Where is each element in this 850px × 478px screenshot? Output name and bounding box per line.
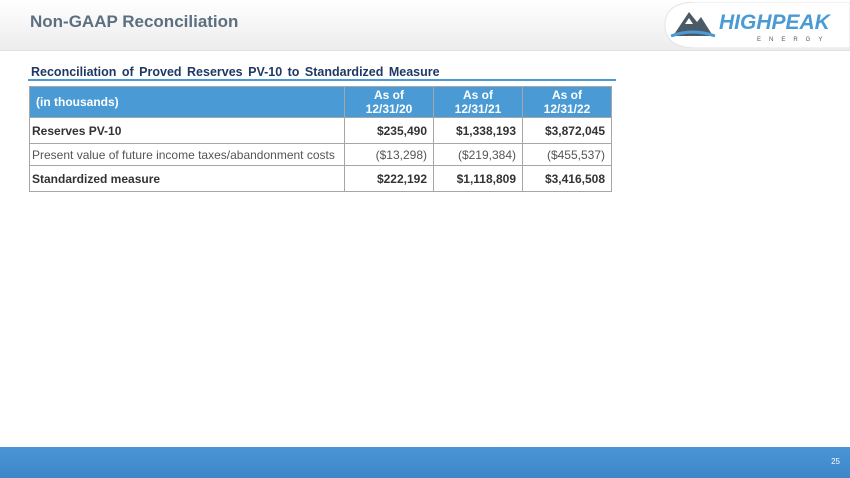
row: Standardized measure $222,192 $1,118,809 $3… xyxy=(29,165,612,192)
footer-bar: 25 xyxy=(0,447,850,478)
label-cell: Present value of future income taxes/aba… xyxy=(29,143,345,166)
value-cell: $1,118,809 xyxy=(433,165,523,192)
header-line: 12/31/22 xyxy=(543,102,591,116)
header-line: As of xyxy=(463,88,493,102)
page-title: Non-GAAP Reconciliation xyxy=(30,12,239,31)
header-row: (in thousands) As of 12/31/20 As of 12/31/21… xyxy=(29,86,612,118)
logo-name: HIGHPEAK xyxy=(719,11,832,34)
header-cell: (in thousands) xyxy=(29,86,345,118)
logo: HIGHPEAK ENERGY xyxy=(664,2,850,48)
label-cell: Standardized measure xyxy=(29,165,345,192)
header-cell: As of 12/31/20 xyxy=(344,86,434,118)
logo-sub: ENERGY xyxy=(757,37,830,43)
header-cell: As of 12/31/22 xyxy=(522,86,612,118)
value-cell: ($219,384) xyxy=(433,143,523,166)
header-line: As of xyxy=(552,88,582,102)
page-number: 25 xyxy=(831,457,840,466)
header-cell: As of 12/31/21 xyxy=(433,86,523,118)
title-bar: Non-GAAP Reconciliation HIGHPEAK ENERGY xyxy=(0,0,850,51)
table: (in thousands) As of 12/31/20 As of 12/31/21… xyxy=(29,86,612,192)
header-line: 12/31/21 xyxy=(454,102,502,116)
value-cell: ($13,298) xyxy=(344,143,434,166)
row: Reserves PV-10 $235,490 $1,338,193 $3,872,0… xyxy=(29,117,612,144)
value-cell: $222,192 xyxy=(344,165,434,192)
header-line: As of xyxy=(374,88,404,102)
value-cell: $3,416,508 xyxy=(522,165,612,192)
section-title: Reconciliation of Proved Reserves PV-10 … xyxy=(31,65,440,79)
row: Present value of future income taxes/aba… xyxy=(29,143,612,166)
value-cell: $235,490 xyxy=(344,117,434,144)
label-cell: Reserves PV-10 xyxy=(29,117,345,144)
value-cell: $1,338,193 xyxy=(433,117,523,144)
value-cell: $3,872,045 xyxy=(522,117,612,144)
rule xyxy=(28,79,616,81)
value-cell: ($455,537) xyxy=(522,143,612,166)
header-line: 12/31/20 xyxy=(365,102,413,116)
